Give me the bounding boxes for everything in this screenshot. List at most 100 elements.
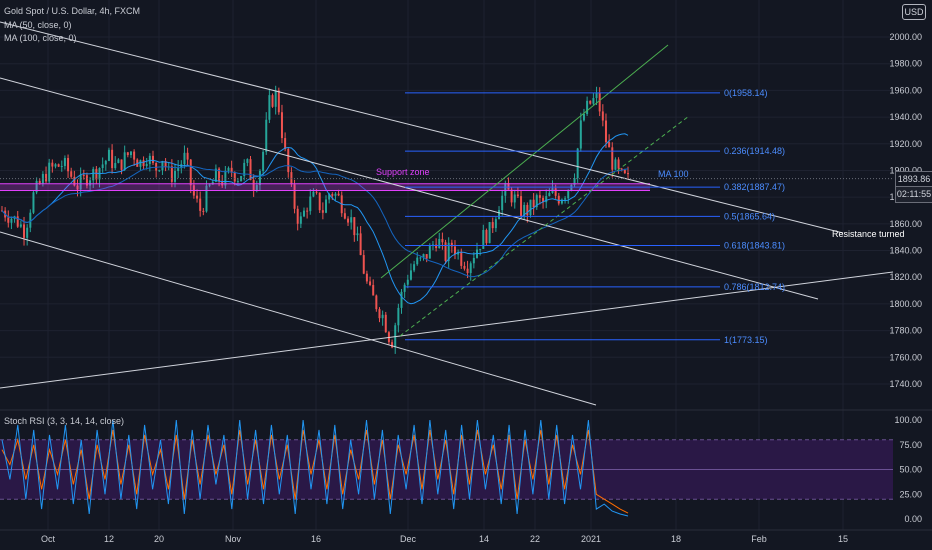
candle-body xyxy=(51,162,54,167)
candle-body xyxy=(236,181,239,183)
candle-body xyxy=(312,191,315,197)
candle-body xyxy=(542,197,545,203)
support-zone-band xyxy=(0,183,650,191)
candle-body xyxy=(57,164,60,167)
time-tick-label: 18 xyxy=(671,534,681,544)
candle-body xyxy=(189,159,192,186)
candle-body xyxy=(233,172,236,182)
candle-body xyxy=(73,176,76,186)
candle-body xyxy=(218,168,221,181)
candle-body xyxy=(158,170,161,172)
candle-body xyxy=(82,174,85,176)
candle-body xyxy=(378,309,381,319)
candle-body xyxy=(466,268,469,274)
candle-body xyxy=(359,233,362,256)
candle-body xyxy=(510,189,513,203)
fib-label-0_382: 0.382(1887.47) xyxy=(724,182,785,192)
candle-body xyxy=(111,149,114,169)
candle-body xyxy=(334,193,337,196)
candle-body xyxy=(296,208,299,224)
price-tick-label: 1800.00 xyxy=(889,299,922,309)
candle-body xyxy=(161,161,164,171)
candle-body xyxy=(457,252,460,255)
price-tick-label: 1900.00 xyxy=(889,165,922,175)
rising-support-trendline xyxy=(0,271,894,389)
candle-body xyxy=(453,246,456,255)
candle-body xyxy=(381,314,384,319)
candle-body xyxy=(331,194,334,196)
candle-body xyxy=(589,100,592,104)
candle-body xyxy=(101,164,104,169)
candle-body xyxy=(117,159,120,164)
time-tick-label: Feb xyxy=(751,534,767,544)
stoch-tick-label: 50.00 xyxy=(899,465,922,475)
candle-body xyxy=(491,222,494,229)
candle-body xyxy=(315,191,318,193)
candle-body xyxy=(26,227,29,238)
candle-body xyxy=(23,224,26,238)
symbol-legend[interactable]: Gold Spot / U.S. Dollar, 4h, FXCM xyxy=(4,6,141,16)
ma100-legend[interactable]: MA (100, close, 0) xyxy=(4,33,77,43)
candle-body xyxy=(479,248,482,250)
ma50-line xyxy=(1,133,629,305)
candle-body xyxy=(447,242,450,261)
candle-body xyxy=(347,218,350,223)
ma50-legend[interactable]: MA (50, close, 0) xyxy=(4,20,72,30)
candle-body xyxy=(293,184,296,209)
candle-body xyxy=(299,216,302,224)
fib-label-0_5: 0.5(1865.64) xyxy=(724,211,775,221)
candle-body xyxy=(85,175,88,186)
candle-body xyxy=(104,160,107,165)
candle-body xyxy=(214,168,217,182)
candle-body xyxy=(325,199,328,213)
candle-body xyxy=(520,196,523,217)
candle-body xyxy=(262,151,265,171)
candle-body xyxy=(343,213,346,219)
candle-body xyxy=(170,166,173,182)
candle-body xyxy=(265,119,268,152)
price-tick-label: 1840.00 xyxy=(889,246,922,256)
currency-selector[interactable]: USD xyxy=(902,4,926,20)
candle-body xyxy=(425,254,428,259)
support-zone-label: Support zone xyxy=(376,167,430,177)
candle-body xyxy=(560,199,563,204)
candle-body xyxy=(614,159,617,170)
price-tick-label: 1860.00 xyxy=(889,219,922,229)
stoch-rsi-legend[interactable]: Stoch RSI (3, 3, 14, 14, close) xyxy=(4,416,125,426)
resistance-turned-label: Resistance turned xyxy=(832,229,905,239)
candle-body xyxy=(186,152,189,160)
candle-body xyxy=(45,173,48,182)
candle-body xyxy=(19,224,22,227)
candle-body xyxy=(504,183,507,196)
price-tick-label: 1740.00 xyxy=(889,379,922,389)
candle-body xyxy=(507,183,510,190)
candle-body xyxy=(350,217,353,223)
candle-body xyxy=(485,230,488,244)
channel-upper-line xyxy=(380,44,669,279)
candle-body xyxy=(372,285,375,296)
candle-body xyxy=(174,170,177,182)
candle-body xyxy=(284,138,287,150)
candle-body xyxy=(444,242,447,261)
candle-body xyxy=(205,185,208,212)
candle-body xyxy=(498,210,501,220)
candle-body xyxy=(183,152,186,165)
candle-body xyxy=(151,155,154,163)
price-tick-label: 1960.00 xyxy=(889,85,922,95)
candle-body xyxy=(306,210,309,212)
candle-body xyxy=(10,218,13,223)
candle-body xyxy=(579,120,582,149)
candle-body xyxy=(463,265,466,269)
candle-body xyxy=(523,204,526,217)
candle-body xyxy=(120,159,123,170)
candle-body xyxy=(318,192,321,211)
candle-body xyxy=(413,264,416,271)
candle-body xyxy=(196,195,199,199)
candle-body xyxy=(249,159,252,181)
candle-body xyxy=(365,273,368,282)
candle-body xyxy=(488,222,491,244)
candle-body xyxy=(268,95,271,120)
candle-body xyxy=(29,212,32,228)
candle-body xyxy=(89,180,92,186)
